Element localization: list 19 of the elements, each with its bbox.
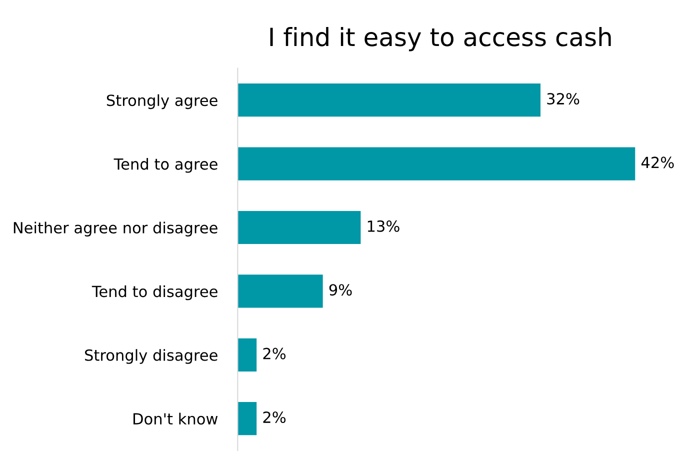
chart-title: I find it easy to access cash bbox=[270, 27, 611, 52]
y-tick-label: Tend to agree bbox=[114, 158, 218, 173]
data-label: 2% bbox=[263, 411, 286, 424]
bar bbox=[238, 338, 257, 372]
data-label: 9% bbox=[329, 284, 352, 296]
bar bbox=[238, 402, 257, 436]
data-label: 2% bbox=[263, 348, 286, 360]
y-tick-label: Strongly agree bbox=[106, 94, 218, 110]
bar bbox=[238, 210, 361, 244]
y-tick-label: Don't know bbox=[134, 412, 218, 425]
bar bbox=[238, 274, 323, 308]
y-tick-label: Tend to disagree bbox=[92, 285, 218, 300]
bar bbox=[238, 147, 636, 180]
data-label: 32% bbox=[547, 92, 580, 105]
data-label: 13% bbox=[368, 220, 400, 232]
y-tick-label: Neither agree nor disagree bbox=[14, 222, 218, 236]
bar bbox=[238, 84, 540, 117]
y-tick-label: Strongly disagree bbox=[85, 349, 218, 364]
data-label: 42% bbox=[641, 156, 674, 168]
